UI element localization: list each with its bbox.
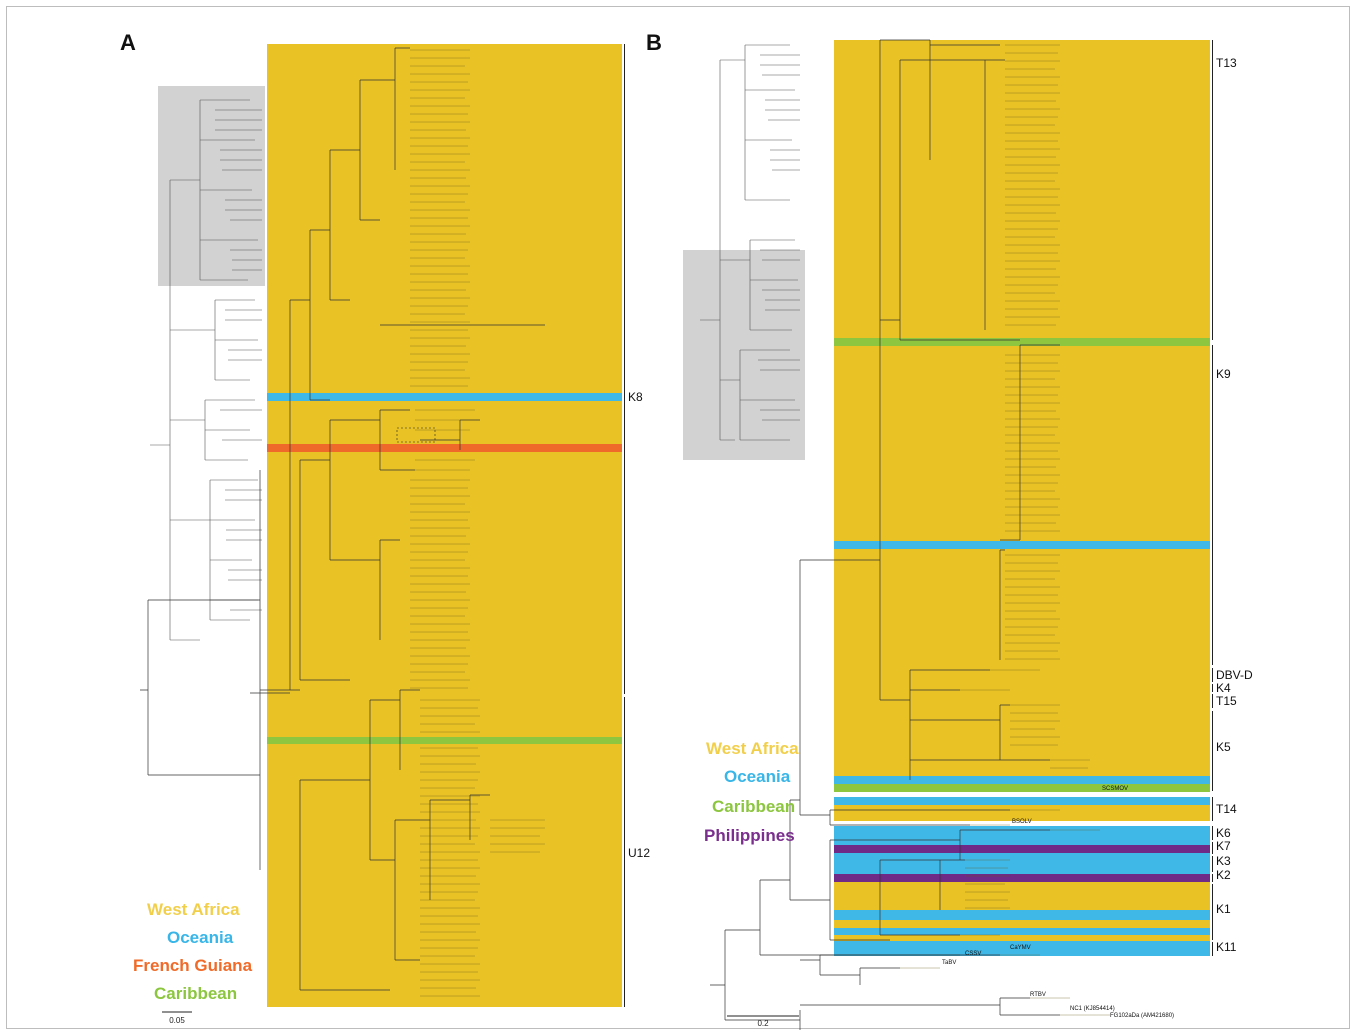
panel-b-bracket-k6 [1212,826,1213,840]
panel-b-bracket-k4 [1212,684,1213,692]
panel-a-clade-k8: K8 [628,390,643,404]
panel-a-scale-label: 0.05 [169,1016,185,1025]
panel-b-outgroup-label: SCSMOV [1102,786,1129,792]
panel-b-bracket-k11 [1212,942,1213,956]
panel-a-caribbean-band [267,737,622,744]
panel-b-bracket-k9 [1212,345,1213,665]
panel-b-outgroup-label: NC1 (KJ854414) [1070,1006,1115,1012]
panel-b-bracket-t14 [1212,797,1213,821]
panel-b-legend-oceania: Oceania [724,767,791,786]
panel-b-scale-label: 0.2 [757,1019,769,1028]
panel-a-thumbnail-highlight [158,86,265,286]
panel-b-legend-philippines: Philippines [704,826,795,845]
panel-a-west-africa-region [267,44,622,1007]
panel-b-bracket-k7 [1212,842,1213,854]
panel-b-bracket-k1 [1212,884,1213,940]
panel-b-clade-t14: T14 [1216,802,1237,816]
panel-b-outgroup-label: CaYMV [1010,945,1031,951]
figure-frame [6,6,1350,1029]
panel-b-bracket-t13 [1212,40,1213,340]
panel-a-bracket-k8 [624,44,625,694]
panel-b-clade-dbvd: DBV-D [1216,668,1253,682]
panel-b-bracket-k5 [1212,711,1213,791]
panel-b-outgroup-label: RTBV [1030,992,1046,998]
panel-b-clade-k11: K11 [1216,940,1237,954]
panel-b-caribbean-band-k5 [834,784,1210,792]
panel-b-oceania-band-k5 [834,776,1210,784]
panel-b-oceania-band-t14-top [834,797,1210,805]
panel-b-clade-k9: K9 [1216,367,1231,381]
panel-a-legend-french-guiana: French Guiana [133,956,253,975]
panel-b-clade-k7: K7 [1216,839,1231,853]
panel-b-k1-region [834,882,1210,910]
panel-b-outgroup-label: CSSV [965,951,982,957]
panel-b-clade-k5: K5 [1216,740,1231,754]
panel-a-bracket-u12 [624,697,625,1007]
panel-b-bracket-dbvd [1212,668,1213,682]
panel-b-outgroup-label: FG102aDa (AM421680) [1110,1013,1175,1019]
panel-b-bracket-t15 [1212,694,1213,708]
panel-a-legend-oceania: Oceania [167,928,234,947]
panel-b-clade-k6: K6 [1216,826,1231,840]
panel-b-caribbean-band-k9 [834,338,1210,346]
panel-b-bracket-k2 [1212,874,1213,882]
panel-b-k1-region-b [834,920,1210,928]
panel-b-bracket-k3 [1212,856,1213,872]
panel-a-legend-caribbean: Caribbean [154,984,238,1003]
panel-b-clade-k1: K1 [1216,902,1231,916]
panel-b-thumbnail-highlight [683,250,805,460]
panel-b-legend-caribbean: Caribbean [712,797,796,816]
panel-a-letter: A [120,30,136,55]
panel-b-philippines-band-k7 [834,845,1210,853]
panel-b-west-africa-region [834,40,1210,792]
panel-b-clade-k4: K4 [1216,681,1231,695]
panel-b-clade-t13: T13 [1216,56,1237,70]
panel-b-clade-t15: T15 [1216,694,1237,708]
panel-b-outgroup-label: BSOLV [1012,819,1032,825]
panel-b-oceania-band-k9 [834,541,1210,549]
panel-b-letter: B [646,30,662,55]
panel-a-legend-west-africa: West Africa [147,900,240,919]
panel-b-legend-west-africa: West Africa [706,739,799,758]
panel-a-clade-u12: U12 [628,846,651,860]
panel-a-oceania-band [267,393,622,401]
panel-b-t14-region [834,805,1210,821]
panel-b-clade-k3: K3 [1216,854,1231,868]
panel-b-k1-region-c [834,935,1210,941]
panel-b-philippines-band-k2 [834,874,1210,882]
panel-b-clade-k2: K2 [1216,868,1231,882]
panel-a-french-guiana-band [267,444,622,452]
panel-b-outgroup-label: TaBV [942,960,957,966]
